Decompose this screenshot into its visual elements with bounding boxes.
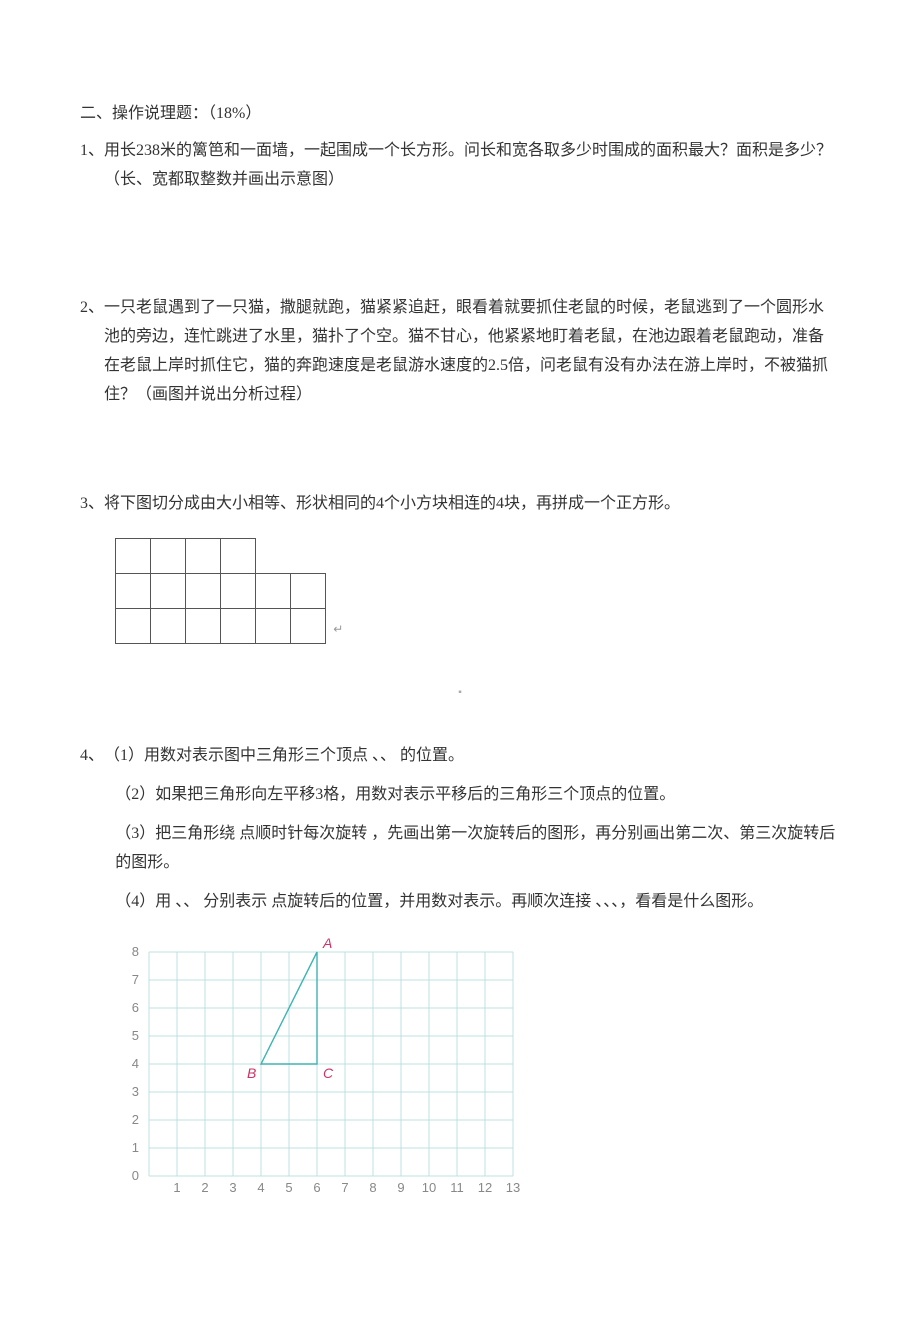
svg-text:0: 0 (132, 1168, 139, 1183)
q4-chart: 01234567812345678910111213ABC (115, 936, 840, 1227)
svg-text:5: 5 (132, 1028, 139, 1043)
q3-text: 将下图切分成由大小相等、形状相同的4个小方块相连的4块，再拼成一个正方形。 (104, 490, 840, 519)
svg-text:3: 3 (132, 1084, 139, 1099)
separator-dot: ▪ (80, 684, 840, 702)
svg-text:1: 1 (174, 1180, 181, 1195)
q1-text: 用长238米的篱笆和一面墙，一起围成一个长方形。问长和宽各取多少时围成的面积最大… (104, 137, 840, 195)
svg-text:11: 11 (450, 1180, 464, 1195)
question-2: 2、 一只老鼠遇到了一只猫，撒腿就跑，猫紧紧追赶，眼看着就要抓住老鼠的时候，老鼠… (80, 294, 840, 449)
svg-text:8: 8 (370, 1180, 377, 1195)
svg-text:C: C (323, 1065, 334, 1081)
svg-text:6: 6 (314, 1180, 321, 1195)
q4-sub4: （4）用 、、 分别表示 点旋转后的位置，并用数对表示。再顺次连接 、、、，看看… (80, 888, 840, 917)
q2-text: 一只老鼠遇到了一只猫，撒腿就跑，猫紧紧追赶，眼看着就要抓住老鼠的时候，老鼠逃到了… (104, 294, 840, 409)
svg-text:2: 2 (132, 1112, 139, 1127)
svg-text:2: 2 (202, 1180, 209, 1195)
q4-sub2: （2）如果把三角形向左平移3格，用数对表示平移后的三角形三个顶点的位置。 (80, 781, 840, 810)
svg-text:10: 10 (422, 1180, 436, 1195)
svg-text:9: 9 (398, 1180, 405, 1195)
svg-text:5: 5 (286, 1180, 293, 1195)
section-heading: 二、操作说理题：（18%） (80, 100, 840, 129)
q3-number: 3、 (80, 490, 104, 519)
q4-sub1: （1）用数对表示图中三角形三个顶点 、、 的位置。 (104, 742, 840, 771)
svg-text:B: B (247, 1065, 256, 1081)
svg-text:7: 7 (132, 972, 139, 987)
question-3: 3、 将下图切分成由大小相等、形状相同的4个小方块相连的4块，再拼成一个正方形。… (80, 490, 840, 645)
svg-text:12: 12 (478, 1180, 492, 1195)
svg-text:4: 4 (258, 1180, 265, 1195)
question-1: 1、 用长238米的篱笆和一面墙，一起围成一个长方形。问长和宽各取多少时围成的面… (80, 137, 840, 255)
svg-text:6: 6 (132, 1000, 139, 1015)
svg-text:A: A (322, 936, 332, 951)
q3-figure: ↵ (115, 538, 840, 644)
q1-number: 1、 (80, 137, 104, 195)
svg-text:7: 7 (342, 1180, 349, 1195)
svg-text:13: 13 (506, 1180, 520, 1195)
question-4: 4、 （1）用数对表示图中三角形三个顶点 、、 的位置。 （2）如果把三角形向左… (80, 742, 840, 1227)
svg-text:1: 1 (132, 1140, 139, 1155)
svg-text:4: 4 (132, 1056, 139, 1071)
q4-sub3: （3）把三角形绕 点顺时针每次旋转 ，先画出第一次旋转后的图形，再分别画出第二次… (80, 820, 840, 878)
svg-text:8: 8 (132, 944, 139, 959)
q2-number: 2、 (80, 294, 104, 409)
q4-number: 4、 (80, 742, 104, 771)
svg-text:3: 3 (230, 1180, 237, 1195)
